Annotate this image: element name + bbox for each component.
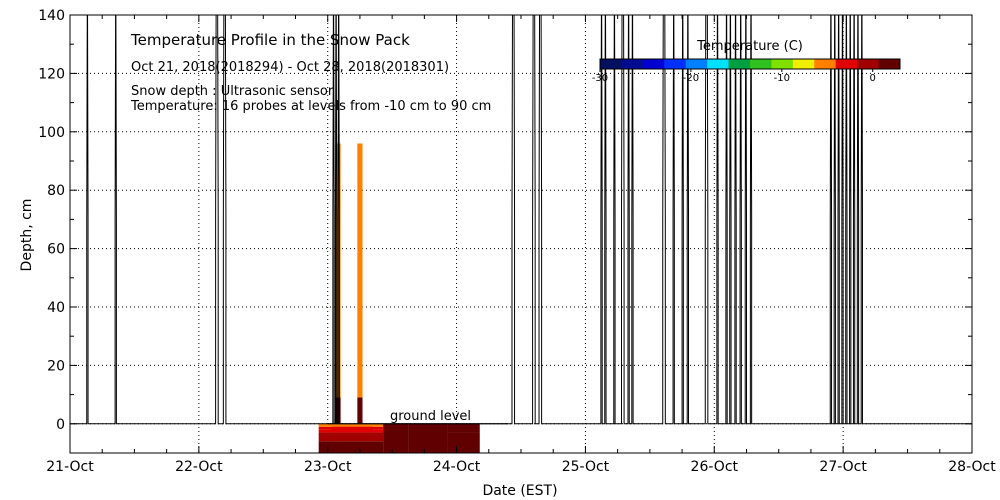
colorbar-segment — [728, 59, 751, 69]
temperature-cell — [318, 441, 384, 453]
ground-level-annotation: ground level — [390, 409, 471, 424]
colorbar-segment — [792, 59, 815, 69]
y-tick-label: 80 — [47, 183, 65, 199]
temperature-cell — [331, 426, 373, 433]
temperature-cell — [447, 432, 480, 453]
colorbar-segment — [642, 59, 665, 69]
temperature-cell — [357, 397, 363, 424]
colorbar-segment — [835, 59, 858, 69]
y-axis-label: Depth, cm — [19, 199, 35, 272]
temperature-cell — [318, 423, 384, 427]
x-tick-label: 28-Oct — [948, 459, 996, 475]
colorbar-frame — [599, 58, 901, 70]
temperature-cell — [357, 143, 363, 398]
colorbar-tick-label: -10 — [774, 73, 790, 84]
colorbar-segment — [857, 59, 880, 69]
colorbar-ticks: -30 -20 -10 0 — [592, 69, 876, 84]
colorbar-tick-label: -20 — [683, 73, 699, 84]
temperature-cell — [318, 432, 384, 436]
note-temperature: Temperature: 16 probes at levels from -1… — [130, 99, 491, 114]
y-tick-label: 40 — [47, 300, 65, 316]
chart-subtitle: Oct 21, 2018(2018294) - Oct 28, 2018(201… — [131, 60, 449, 75]
x-tick-label: 23-Oct — [304, 459, 352, 475]
colorbar-segment — [600, 59, 622, 69]
y-tick-label: 140 — [38, 8, 65, 24]
chart-title: Temperature Profile in the Snow Pack — [130, 31, 410, 49]
y-axis-ticks: 0 20 40 60 80 100 120 140 — [38, 8, 972, 454]
x-axis-ticks: 21-Oct 22-Oct 23-Oct 24-Oct 25-Oct 26-Oct 27-O… — [46, 15, 996, 475]
y-tick-label: 100 — [38, 125, 65, 141]
temperature-cell — [383, 423, 409, 453]
x-tick-label: 26-Oct — [691, 459, 739, 475]
colorbar-segments — [599, 58, 901, 70]
x-axis-label: Date (EST) — [482, 483, 557, 499]
colorbar-segment — [664, 59, 687, 69]
note-snow-depth: Snow depth : Ultrasonic sensor — [131, 84, 334, 99]
colorbar-title: Temperature (C) — [696, 39, 803, 54]
y-tick-label: 60 — [47, 242, 65, 258]
y-tick-label: 0 — [56, 417, 65, 433]
temperature-cell — [408, 423, 448, 453]
colorbar-segment — [878, 59, 901, 69]
x-tick-label: 24-Oct — [433, 459, 481, 475]
y-tick-label: 20 — [47, 358, 65, 374]
x-tick-label: 21-Oct — [46, 459, 94, 475]
colorbar-tick-label: -30 — [592, 73, 608, 84]
colorbar-segment — [621, 59, 644, 69]
colorbar: Temperature (C) -30 -20 -10 0 — [592, 39, 901, 84]
x-tick-label: 22-Oct — [175, 459, 223, 475]
colorbar-segment — [750, 59, 772, 69]
colorbar-segment — [771, 59, 794, 69]
colorbar-segment — [685, 59, 708, 69]
x-tick-label: 25-Oct — [562, 459, 610, 475]
colorbar-tick-label: 0 — [870, 73, 876, 84]
temperature-cell — [318, 435, 384, 442]
temperature-cell — [447, 423, 480, 433]
x-tick-label: 27-Oct — [819, 459, 867, 475]
y-tick-label: 120 — [38, 66, 65, 82]
colorbar-segment — [814, 59, 837, 69]
colorbar-segment — [707, 59, 730, 69]
